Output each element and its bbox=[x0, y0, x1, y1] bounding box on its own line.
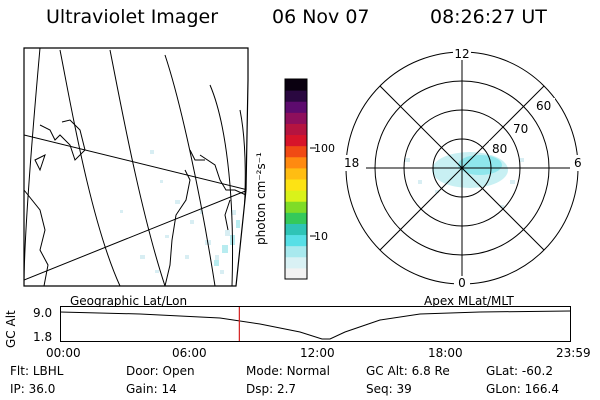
mlat-label-70: 70 bbox=[513, 122, 528, 136]
mlt-label-12: 12 bbox=[454, 47, 469, 61]
colorbar-segment bbox=[285, 190, 307, 202]
xtick-0000: 00:00 bbox=[46, 346, 81, 360]
colorbar-segment bbox=[285, 90, 307, 102]
info-glon: GLon: 166.4 bbox=[486, 382, 559, 396]
mlat-label-60: 60 bbox=[536, 99, 551, 113]
info-mode: Mode: Normal bbox=[246, 364, 330, 378]
colorbar-segment bbox=[285, 256, 307, 269]
apex-label: Apex MLat/MLT bbox=[424, 294, 514, 308]
colorbar-unit-label: photon cm⁻²s⁻¹ bbox=[254, 152, 268, 245]
mlat-label-80: 80 bbox=[492, 142, 507, 156]
xtick-2359: 23:59 bbox=[556, 346, 591, 360]
altitude-timeline bbox=[60, 306, 571, 342]
colorbar-segment bbox=[285, 212, 307, 224]
xtick-1200: 12:00 bbox=[300, 346, 335, 360]
colorbar bbox=[284, 78, 308, 280]
colorbar-segment bbox=[285, 201, 307, 213]
info-gain: Gain: 14 bbox=[126, 382, 177, 396]
info-door: Door: Open bbox=[126, 364, 195, 378]
xtick-1800: 18:00 bbox=[428, 346, 463, 360]
colorbar-tick-100: 100 bbox=[314, 142, 335, 155]
instrument-title: Ultraviolet Imager bbox=[46, 6, 219, 28]
polar-plot: 12 18 6 0 60 70 80 bbox=[340, 46, 586, 290]
observation-time: 08:26:27 UT bbox=[430, 6, 547, 28]
geographic-map bbox=[23, 47, 249, 287]
ytick-1-8: 1.8 bbox=[33, 330, 53, 344]
info-glat: GLat: -60.2 bbox=[486, 364, 553, 378]
timeline-ylabel: GC Alt bbox=[4, 310, 18, 348]
colorbar-segment bbox=[285, 101, 307, 113]
colorbar-segment bbox=[285, 167, 307, 180]
colorbar-segment bbox=[285, 123, 307, 136]
polar-emission bbox=[405, 152, 524, 208]
colorbar-tick-10: 10 bbox=[314, 230, 328, 243]
mlt-label-6: 6 bbox=[574, 156, 582, 170]
info-gc-alt: GC Alt: 6.8 Re bbox=[366, 364, 450, 378]
mlt-label-0: 0 bbox=[458, 276, 466, 290]
colorbar-segment bbox=[285, 112, 307, 124]
ytick-9: 9.0 bbox=[33, 306, 53, 320]
colorbar-segment bbox=[285, 134, 307, 147]
colorbar-segment bbox=[285, 156, 307, 169]
xtick-0600: 06:00 bbox=[172, 346, 207, 360]
auroral-emission bbox=[120, 150, 236, 274]
colorbar-segment bbox=[285, 79, 307, 91]
colorbar-scale: 100 10 bbox=[310, 142, 335, 243]
info-ip: IP: 36.0 bbox=[10, 382, 56, 396]
observation-date: 06 Nov 07 bbox=[272, 6, 370, 28]
colorbar-segment bbox=[285, 267, 307, 280]
info-dsp: Dsp: 2.7 bbox=[246, 382, 297, 396]
colorbar-segment bbox=[285, 223, 307, 236]
colorbar-segment bbox=[285, 234, 307, 247]
geographic-label: Geographic Lat/Lon bbox=[70, 294, 188, 308]
colorbar-segment bbox=[285, 145, 307, 158]
info-filter: Flt: LBHL bbox=[10, 364, 64, 378]
colorbar-segment bbox=[285, 245, 307, 258]
info-seq: Seq: 39 bbox=[366, 382, 412, 396]
colorbar-segment bbox=[285, 179, 307, 191]
mlt-label-18: 18 bbox=[344, 156, 359, 170]
